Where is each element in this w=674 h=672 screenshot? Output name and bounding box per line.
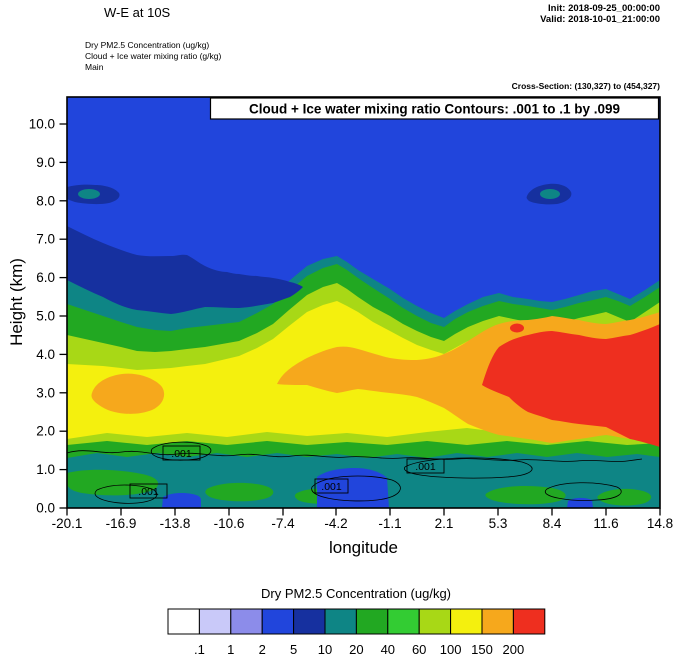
contour-label-box (314, 478, 349, 494)
colorbar-cell (167, 608, 200, 635)
contour-label-box (406, 458, 445, 474)
colorbar-labels: .1 1 2 5 10 20 40 60 100 150 200 (194, 642, 524, 657)
x-tick-label: -16.9 (106, 516, 137, 531)
colorbar-tick-label: 2 (259, 642, 266, 657)
x-tick-label: -1.1 (378, 516, 401, 531)
x-axis-labels: -20.1 -16.9 -13.8 -10.6 -7.4 -4.2 -1.1 2… (52, 516, 674, 531)
colorbar-title: Dry PM2.5 Concentration (ug/kg) (261, 586, 451, 601)
y-tick-label: 1.0 (36, 462, 55, 477)
y-tick-label: 3.0 (36, 385, 55, 400)
field-line-cloudice: Cloud + Ice water mixing ratio (g/kg) (85, 51, 221, 61)
strip-blue-patch (162, 493, 201, 508)
strip-green-patch (597, 488, 652, 506)
x-tick-label: 11.6 (593, 516, 618, 531)
contour-label-group: .001 .001 .001 .001 (129, 445, 445, 499)
colorbar-cell (261, 608, 295, 635)
y-tick-label: 4.0 (36, 347, 55, 362)
field-line-pm25: Dry PM2.5 Concentration (ug/kg) (85, 40, 209, 50)
x-tick-label: 5.3 (489, 516, 508, 531)
valid-timestamp: Valid: 2018-10-01_21:00:00 (540, 14, 660, 25)
colorbar-tick-label: 5 (290, 642, 297, 657)
contour-region-red (482, 324, 660, 447)
colorbar-tick-label: 20 (349, 642, 363, 657)
colorbar-cell (481, 608, 514, 635)
y-tick-label: 5.0 (36, 309, 55, 324)
contour-label: .001 (138, 486, 159, 498)
y-tick-label: 6.0 (36, 270, 55, 285)
y-tick-label: 0.0 (36, 501, 55, 516)
x-tick-label: 2.1 (435, 516, 454, 531)
contour-region-dark-blue-left (67, 226, 303, 314)
field-line-main: Main (85, 62, 104, 72)
x-axis-title: longitude (329, 538, 398, 557)
contour-label: .001 (321, 481, 342, 493)
contour-label: .001 (171, 448, 192, 460)
colorbar-tick-label: 200 (503, 642, 525, 657)
y-tick-label: 9.0 (36, 155, 55, 170)
contour-label-box (162, 445, 201, 461)
x-axis-ticks (66, 508, 661, 516)
y-axis-title: Height (km) (7, 258, 26, 346)
colorbar-tick-label: 40 (381, 642, 395, 657)
cross-section-label: Cross-Section: (130,327) to (454,327) (512, 81, 661, 91)
x-tick-label: 8.4 (543, 516, 562, 531)
contour-region-teal-topleft-spot (78, 189, 100, 199)
colorbar-cell (324, 608, 357, 635)
plot-frame (66, 96, 661, 509)
contour-region-orange-left (91, 373, 165, 414)
colorbar-cell (230, 608, 263, 635)
colorbar-tick-label: 150 (471, 642, 493, 657)
y-tick-label: 2.0 (36, 424, 55, 439)
x-tick-label: -4.2 (324, 516, 347, 531)
y-tick-label: 8.0 (36, 193, 55, 208)
x-tick-label: -7.4 (271, 516, 295, 531)
y-tick-label: 10.0 (29, 117, 55, 132)
x-tick-label: -10.6 (214, 516, 245, 531)
colorbar-tick-label: 100 (440, 642, 462, 657)
contour-label-box (129, 483, 168, 499)
colorbar (167, 608, 546, 635)
colorbar-tick-label: 1 (227, 642, 234, 657)
colorbar-cell (198, 608, 232, 635)
colorbar-cell (355, 608, 389, 635)
contour-region-red-spot (510, 323, 524, 333)
colorbar-cell (512, 608, 546, 635)
y-axis-labels: 0.0 1.0 2.0 3.0 4.0 5.0 6.0 7.0 8.0 9.0 … (29, 117, 55, 516)
contour-field: .001 .001 .001 .001 Cloud + Ice water mi… (67, 97, 660, 508)
overlay-title: Cloud + Ice water mixing ratio Contours:… (249, 102, 620, 117)
colorbar-tick-label: 60 (412, 642, 426, 657)
x-tick-label: 14.8 (647, 516, 673, 531)
contour-label: .001 (415, 461, 436, 473)
x-tick-label: -20.1 (52, 516, 83, 531)
y-axis-ticks (59, 123, 67, 509)
page-title: W-E at 10S (104, 5, 171, 20)
overlay-title-box (209, 97, 660, 120)
colorbar-cell (387, 608, 420, 635)
colorbar-cell (450, 608, 483, 635)
colorbar-tick-label: .1 (194, 642, 205, 657)
x-tick-label: -13.8 (160, 516, 191, 531)
colorbar-cell (293, 608, 326, 635)
strip-green-patch (67, 469, 159, 496)
colorbar-tick-label: 10 (318, 642, 332, 657)
y-tick-label: 7.0 (36, 232, 55, 247)
strip-green-patch (205, 482, 274, 502)
init-timestamp: Init: 2018-09-25_00:00:00 (548, 3, 660, 14)
colorbar-cell (418, 608, 452, 635)
contour-region-teal-topright-spot (540, 189, 560, 199)
